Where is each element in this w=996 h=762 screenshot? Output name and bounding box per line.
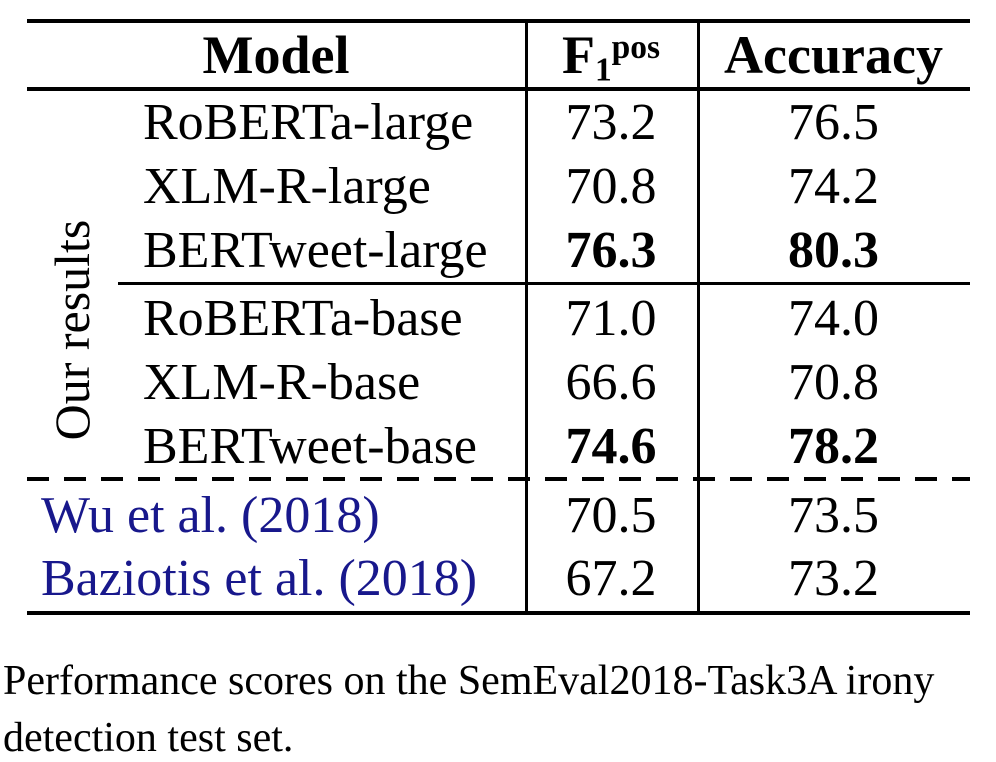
table-vertical-rule-1 (525, 19, 528, 615)
table-dashed-rule (27, 477, 970, 481)
table-header-rule (27, 87, 970, 91)
table-header-row: Model F1pos Accuracy (27, 23, 970, 87)
table-caption: Performance scores on the SemEval2018-Ta… (3, 653, 996, 762)
table-row: BERTweet-large 76.3 80.3 (27, 219, 970, 283)
model-name: XLM-R-large (143, 158, 431, 215)
header-accuracy: Accuracy (724, 25, 943, 85)
table-row: RoBERTa-large 73.2 76.5 (27, 91, 970, 155)
accuracy-score: 80.3 (788, 222, 879, 279)
table-group-rule (118, 282, 970, 285)
accuracy-score: 76.5 (788, 94, 879, 151)
caption-line-2: detection test set. (3, 715, 294, 761)
header-f1-pos: F1pos (561, 25, 661, 89)
f1-score: 76.3 (565, 222, 657, 279)
accuracy-score: 70.8 (788, 354, 879, 411)
accuracy-score: 74.2 (788, 158, 879, 215)
table-row: Baziotis et al. (2018) 67.2 73.2 (27, 547, 970, 611)
table-row: RoBERTa-base 71.0 74.0 (27, 287, 970, 351)
model-name: BERTweet-base (143, 418, 478, 475)
model-name: BERTweet-large (143, 222, 488, 279)
accuracy-score: 74.0 (788, 290, 879, 347)
accuracy-score: 73.2 (788, 550, 879, 607)
f1-score: 71.0 (565, 290, 657, 347)
citation-link[interactable]: Baziotis et al. (2018) (41, 550, 478, 607)
table-row: Wu et al. (2018) 70.5 73.5 (27, 484, 970, 548)
caption-line-1: Performance scores on the SemEval2018-Ta… (3, 658, 935, 704)
accuracy-score: 73.5 (788, 487, 879, 544)
f1-score: 73.2 (565, 94, 657, 151)
table-top-rule (27, 19, 970, 23)
f1-score: 70.8 (565, 158, 657, 215)
model-name: XLM-R-base (143, 354, 421, 411)
table-row: XLM-R-base 66.6 70.8 (27, 351, 970, 415)
header-model: Model (202, 25, 350, 85)
f1-score: 67.2 (565, 550, 657, 607)
table-vertical-rule-2 (697, 19, 700, 615)
f1-score: 74.6 (565, 418, 657, 475)
accuracy-score: 78.2 (788, 418, 879, 475)
table-row: XLM-R-large 70.8 74.2 (27, 155, 970, 219)
citation-link[interactable]: Wu et al. (2018) (41, 487, 380, 544)
f1-score: 70.5 (565, 487, 657, 544)
table-row: BERTweet-base 74.6 78.2 (27, 415, 970, 479)
table-bottom-rule (27, 611, 970, 615)
f1-score: 66.6 (565, 354, 657, 411)
model-name: RoBERTa-large (143, 94, 474, 151)
model-name: RoBERTa-base (143, 290, 463, 347)
